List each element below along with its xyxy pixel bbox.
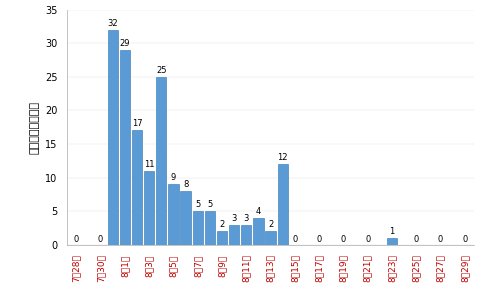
Text: 9: 9 — [171, 173, 176, 182]
Text: 4: 4 — [256, 207, 261, 216]
Text: 0: 0 — [98, 235, 103, 244]
Bar — [192, 211, 203, 245]
Bar — [265, 231, 276, 245]
Bar — [168, 184, 179, 245]
Text: 25: 25 — [156, 66, 167, 75]
Text: 0: 0 — [341, 235, 346, 244]
Text: 32: 32 — [108, 19, 118, 28]
Text: 0: 0 — [316, 235, 322, 244]
Bar — [241, 225, 252, 245]
Bar — [387, 238, 397, 245]
Bar — [132, 130, 142, 245]
Text: 2: 2 — [219, 220, 225, 229]
Text: 0: 0 — [462, 235, 468, 244]
Text: 0: 0 — [292, 235, 298, 244]
Text: 5: 5 — [195, 200, 200, 209]
Bar — [180, 191, 191, 245]
Text: 12: 12 — [277, 153, 288, 162]
Text: 3: 3 — [231, 213, 237, 223]
Text: 0: 0 — [438, 235, 443, 244]
Bar — [144, 171, 155, 245]
Text: 29: 29 — [120, 39, 130, 48]
Bar — [120, 50, 130, 245]
Text: 0: 0 — [365, 235, 370, 244]
Bar — [156, 77, 167, 245]
Text: 17: 17 — [132, 120, 143, 128]
Bar — [253, 218, 264, 245]
Text: 5: 5 — [207, 200, 213, 209]
Text: 1: 1 — [389, 227, 395, 236]
Bar — [204, 211, 215, 245]
Bar — [217, 231, 227, 245]
Y-axis label: 每日纯新增病例数: 每日纯新增病例数 — [30, 101, 39, 154]
Text: 0: 0 — [414, 235, 419, 244]
Bar — [277, 164, 288, 245]
Text: 11: 11 — [144, 160, 155, 169]
Text: 3: 3 — [243, 213, 249, 223]
Text: 8: 8 — [183, 180, 188, 189]
Bar — [108, 30, 118, 245]
Text: 2: 2 — [268, 220, 273, 229]
Text: 0: 0 — [74, 235, 79, 244]
Bar — [229, 225, 240, 245]
